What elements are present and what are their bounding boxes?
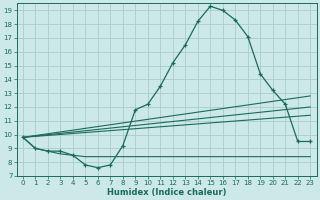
X-axis label: Humidex (Indice chaleur): Humidex (Indice chaleur) xyxy=(107,188,226,197)
